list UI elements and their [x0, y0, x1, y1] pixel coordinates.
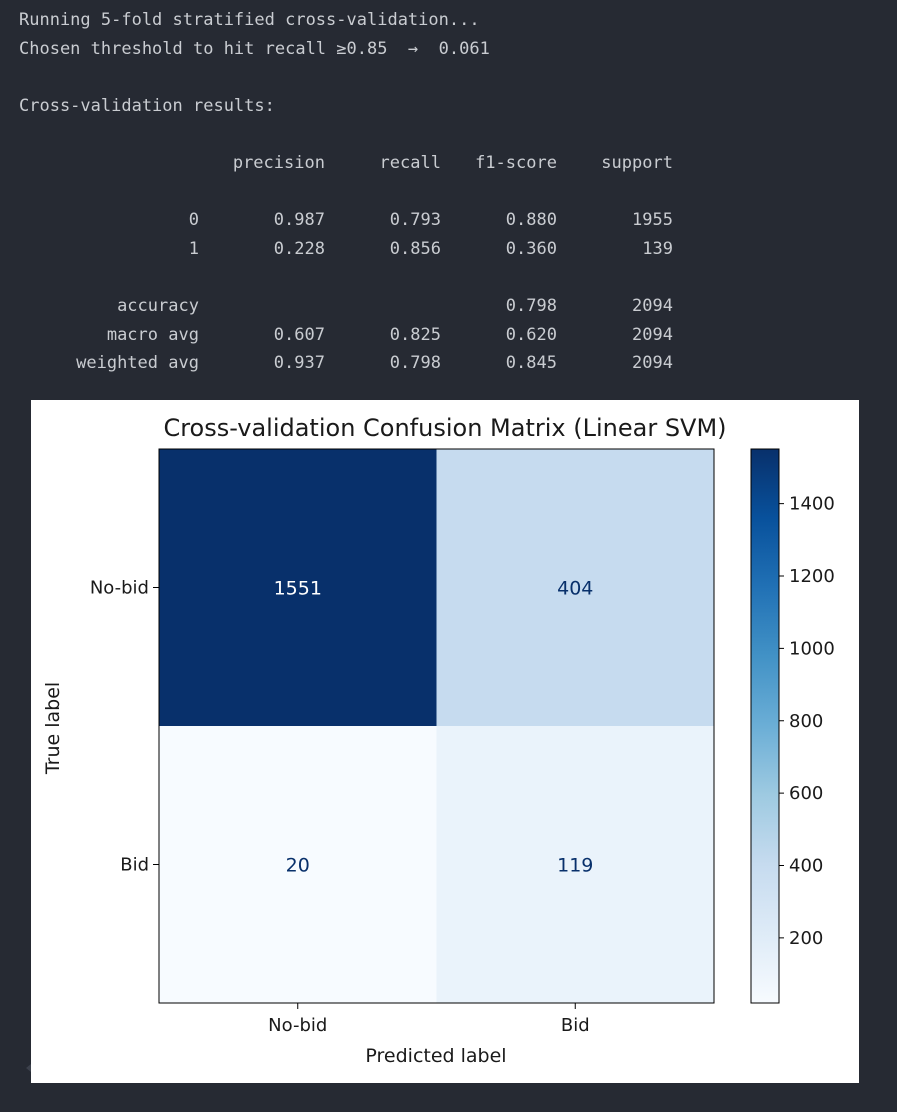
matrix-cell — [159, 449, 437, 726]
matrix-cells — [159, 449, 714, 1003]
summary-row: weighted avg 0.937 0.798 0.845 2094 — [19, 321, 879, 373]
colorbar-tick-label: 600 — [789, 783, 823, 804]
confusion-matrix-figure: Cross-validation Confusion Matrix (Linea… — [31, 400, 859, 1083]
plot-frame — [158, 448, 715, 1004]
row-cell: 0.360 — [505, 238, 557, 259]
report-title: Cross-validation results: — [19, 95, 275, 116]
row-label: 0 — [188, 210, 199, 231]
console-output: Running 5-fold stratified cross-validati… — [19, 6, 879, 373]
row-cell: 0.228 — [273, 238, 325, 259]
x-tick-label: No-bid — [268, 1015, 327, 1036]
row-cell: 0.793 — [389, 210, 441, 231]
colorbar-tick-label: 1000 — [789, 638, 835, 659]
colorbar-ticks: 200 400 600 800 1000 1200 1400 — [779, 494, 835, 949]
colorbar-tick-label: 1200 — [789, 566, 835, 587]
row-label: accuracy — [117, 295, 199, 316]
report-row: 0 0.987 0.793 0.880 1955 — [19, 178, 879, 230]
row-label: 1 — [188, 238, 199, 259]
y-ticks: No-bid Bid — [90, 578, 159, 876]
colorbar-tick-label: 400 — [789, 855, 823, 876]
colorbar-tick-label: 1400 — [789, 494, 835, 515]
row-cell: 139 — [642, 238, 673, 259]
summary-row: macro avg 0.607 0.825 0.620 2094 — [19, 292, 879, 345]
matrix-cell — [159, 726, 437, 1003]
y-tick-label: No-bid — [90, 578, 149, 599]
row-cell: 0.798 — [389, 353, 441, 374]
row-cell: 1955 — [632, 210, 673, 231]
y-axis-label: True label — [42, 682, 64, 775]
row-cell: 0.880 — [505, 210, 557, 231]
status-line: Running 5-fold stratified cross-validati… — [19, 10, 480, 30]
header-cell: recall — [379, 152, 441, 173]
row-cell: 0.825 — [389, 324, 441, 345]
colorbar — [750, 448, 780, 1004]
x-tick-label: Bid — [561, 1015, 590, 1036]
y-tick-label: Bid — [120, 855, 149, 876]
row-cell: 2094 — [632, 353, 673, 374]
report-row: 1 0.228 0.856 0.360 139 — [19, 206, 879, 259]
row-cell: 0.845 — [505, 353, 557, 374]
x-axis-label: Predicted label — [365, 1045, 506, 1067]
row-cell: 2094 — [632, 295, 673, 316]
row-label: macro avg — [106, 324, 199, 345]
row-cell: 0.937 — [273, 353, 325, 374]
chart-title: Cross-validation Confusion Matrix (Linea… — [163, 414, 726, 442]
row-cell: 0.798 — [505, 295, 557, 316]
colorbar-tick-label: 800 — [789, 711, 823, 732]
colorbar-tick-label: 200 — [789, 928, 823, 949]
header-cell: support — [601, 152, 673, 173]
matrix-values: 1551 404 20 119 — [274, 578, 594, 877]
row-cell: 0.620 — [505, 324, 557, 345]
cell-value-label: 404 — [557, 578, 593, 600]
row-cell: 2094 — [632, 324, 673, 345]
row-cell: 0.607 — [273, 324, 325, 345]
confusion-matrix-chart: Cross-validation Confusion Matrix (Linea… — [42, 414, 835, 1067]
header-cell: precision — [232, 152, 325, 173]
header-cell: f1-score — [475, 152, 557, 173]
threshold-line: Chosen threshold to hit recall ≥0.85 → 0… — [19, 38, 490, 59]
matrix-cell — [436, 449, 714, 726]
blank-line — [19, 63, 879, 92]
row-cell: 0.987 — [273, 210, 325, 231]
row-cell: 0.856 — [389, 238, 441, 259]
matrix-cell — [436, 726, 714, 1003]
scroll-left-arrow-icon[interactable] — [26, 1064, 31, 1072]
summary-row: accuracy 0.798 2094 — [19, 263, 879, 316]
row-label: weighted avg — [76, 353, 199, 374]
report-header-row: precision recall f1-score support — [19, 120, 879, 173]
cell-value-label: 1551 — [274, 578, 322, 600]
x-ticks: No-bid Bid — [268, 1003, 590, 1036]
cell-value-label: 20 — [286, 855, 310, 877]
cell-value-label: 119 — [557, 855, 593, 877]
